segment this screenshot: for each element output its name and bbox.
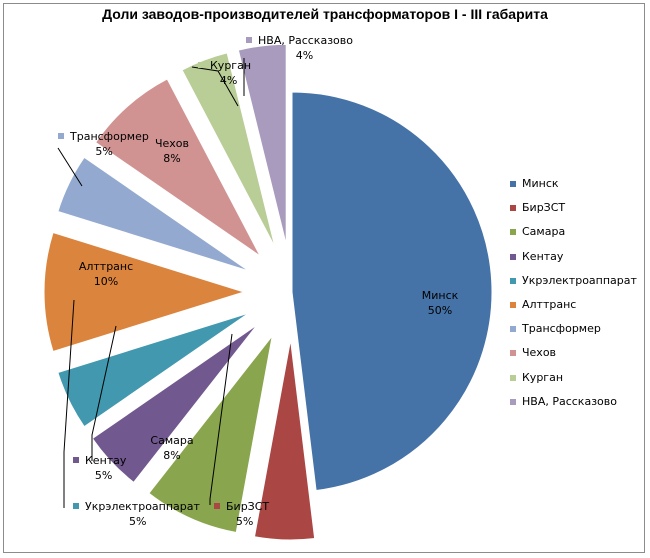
pie-slice-8 bbox=[94, 78, 261, 257]
legend-swatch bbox=[510, 277, 516, 284]
slice-name: Чехов bbox=[155, 137, 189, 150]
leader-line-4 bbox=[91, 325, 117, 461]
pie-slice-5 bbox=[57, 312, 250, 428]
pie-slice-6 bbox=[43, 231, 246, 353]
legend-swatch bbox=[510, 229, 516, 236]
pie-slice-2 bbox=[253, 339, 316, 541]
pie-slice-1 bbox=[291, 91, 493, 492]
slice-name: Минск bbox=[422, 289, 459, 302]
slice-percent: 8% bbox=[163, 152, 180, 165]
leader-line-5 bbox=[63, 299, 75, 508]
slice-label-7: Трансформер 5% bbox=[58, 130, 149, 158]
leader-line-7 bbox=[57, 147, 83, 187]
slice-label-swatch bbox=[214, 503, 220, 509]
slice-percent: 4% bbox=[296, 49, 313, 62]
slice-percent: 5% bbox=[95, 145, 112, 158]
slice-label-swatch bbox=[73, 457, 79, 463]
legend-swatch bbox=[510, 205, 516, 212]
slice-name: Самара bbox=[150, 434, 193, 447]
legend-swatch bbox=[510, 253, 516, 260]
slice-label-6: Алттранс 10% bbox=[79, 260, 133, 288]
legend-label: Алттранс bbox=[522, 297, 577, 311]
slice-percent: 5% bbox=[129, 515, 146, 528]
legend-label: Кентау bbox=[522, 249, 564, 263]
slice-percent: 50% bbox=[428, 304, 452, 317]
slice-label-swatch bbox=[73, 503, 79, 509]
slice-name: Курган bbox=[210, 59, 251, 72]
leader-line-2 bbox=[209, 333, 233, 505]
slice-percent: 4% bbox=[220, 74, 237, 87]
slice-label-10: НВА, Рассказово 4% bbox=[246, 34, 353, 62]
legend-swatch bbox=[510, 398, 516, 405]
legend-label: Самара bbox=[522, 225, 566, 239]
legend-label: Минск bbox=[522, 177, 559, 190]
slice-name: Кентау bbox=[85, 454, 127, 467]
slice-label-3: Самара 8% bbox=[150, 434, 193, 462]
legend-label: БирЗСТ bbox=[522, 201, 566, 215]
pie-slice-9 bbox=[181, 52, 276, 248]
legend-swatch bbox=[510, 326, 516, 333]
slice-name: Алттранс bbox=[79, 260, 133, 273]
slice-percent: 5% bbox=[95, 469, 112, 482]
slice-percent: 10% bbox=[94, 275, 118, 288]
legend-label: Укрэлектроаппарат bbox=[522, 273, 637, 287]
slice-name: БирЗСТ bbox=[226, 500, 269, 513]
slice-percent: 5% bbox=[236, 515, 253, 528]
legend-swatch bbox=[510, 350, 516, 357]
slice-label-5: Укрэлектроаппарат 5% bbox=[73, 500, 201, 528]
legend-label: Курган bbox=[522, 370, 564, 384]
slice-label-swatch bbox=[246, 37, 252, 43]
chart-title: Доли заводов-производителей трансформато… bbox=[102, 6, 548, 22]
pie-slice-7 bbox=[57, 156, 250, 272]
legend-swatch bbox=[510, 181, 516, 187]
slice-percent: 8% bbox=[163, 449, 180, 462]
slice-label-9: Курган 4% bbox=[198, 59, 251, 87]
slice-name: НВА, Рассказово bbox=[258, 34, 353, 47]
legend-swatch bbox=[510, 374, 516, 381]
leader-line-9 bbox=[191, 66, 239, 107]
slice-name: Укрэлектроаппарат bbox=[85, 500, 201, 513]
pie-slice-3 bbox=[148, 335, 273, 534]
slice-label-1: Минск 50% bbox=[422, 289, 459, 317]
legend-label: НВА, Рассказово bbox=[522, 394, 617, 408]
slice-label-8: Чехов 8% bbox=[155, 137, 189, 165]
slice-label-swatch bbox=[198, 62, 204, 68]
legend-label: Трансформер bbox=[522, 322, 601, 336]
slice-label-swatch bbox=[58, 133, 64, 139]
slice-label-2: БирЗСТ 5% bbox=[214, 500, 269, 528]
pie-slice-10 bbox=[237, 43, 287, 245]
slice-label-4: Кентау 5% bbox=[73, 454, 127, 482]
slice-name: Трансформер bbox=[69, 130, 149, 143]
legend-label: Чехов bbox=[522, 346, 557, 360]
legend-swatch bbox=[510, 301, 516, 308]
